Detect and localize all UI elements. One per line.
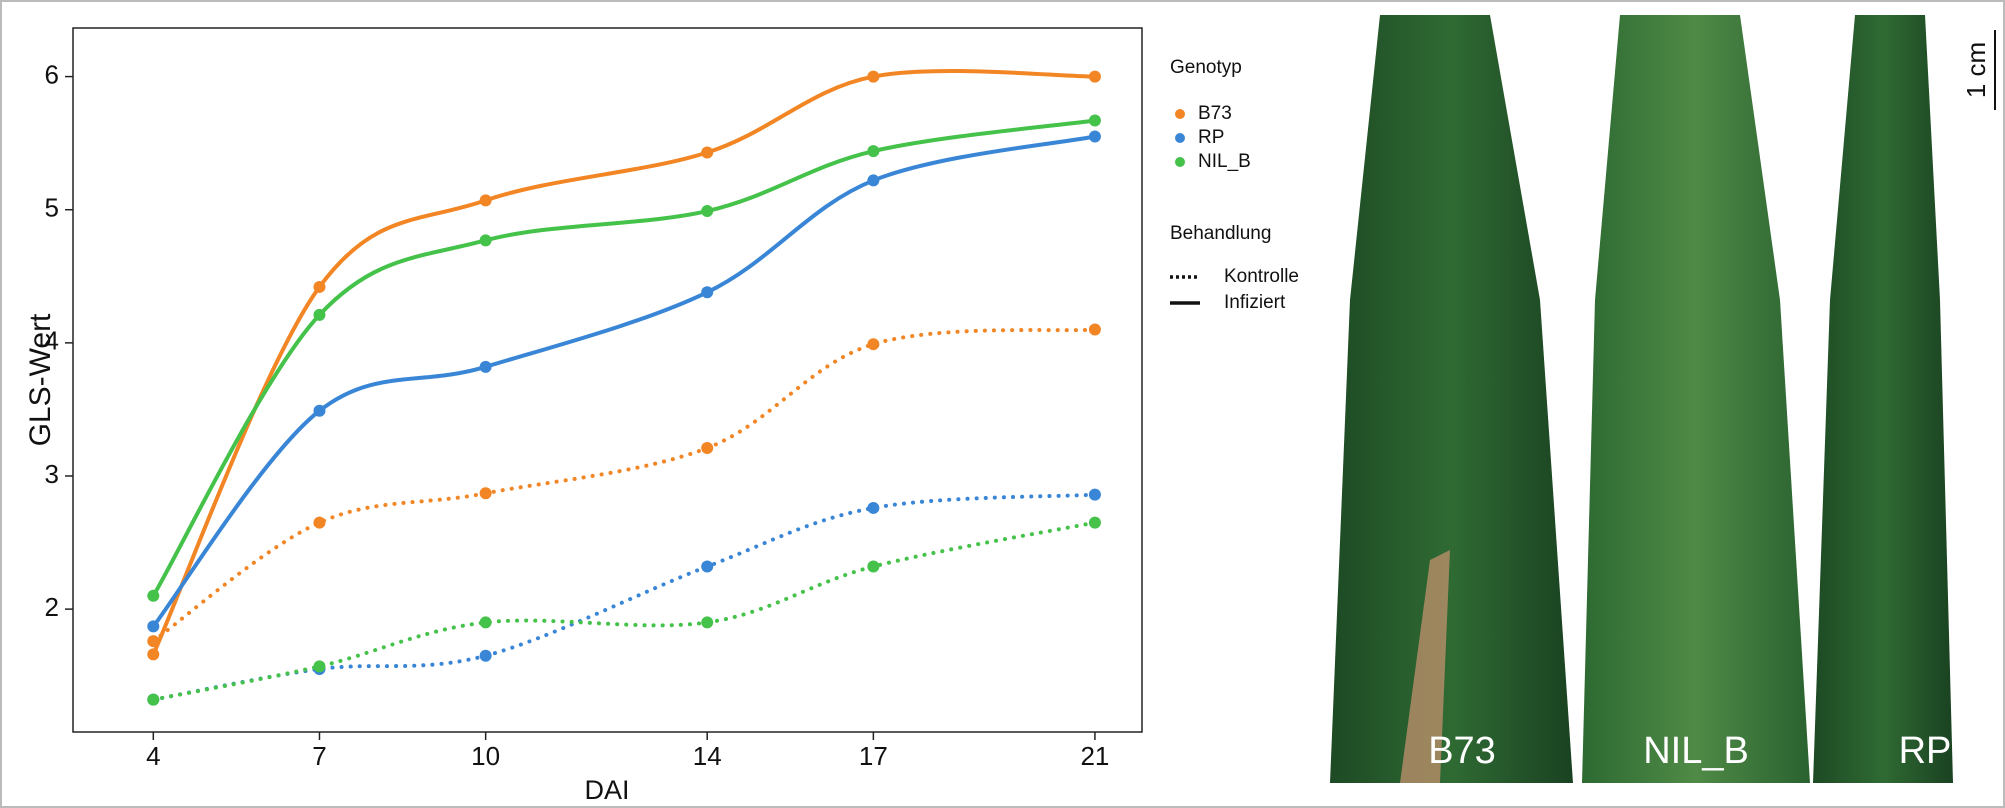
photo-label: RP xyxy=(1899,730,1952,772)
x-tick-label: 10 xyxy=(471,741,500,771)
data-point xyxy=(701,442,713,454)
data-point xyxy=(480,361,492,373)
data-point xyxy=(147,620,159,632)
data-point xyxy=(1089,71,1101,83)
data-point xyxy=(867,174,879,186)
data-point xyxy=(701,146,713,158)
data-point xyxy=(147,590,159,602)
legend-marker xyxy=(1175,109,1185,119)
data-point xyxy=(867,71,879,83)
data-point xyxy=(867,561,879,573)
scale-label: 1 cm xyxy=(1961,42,1991,98)
data-point xyxy=(701,561,713,573)
data-point xyxy=(313,405,325,417)
data-point xyxy=(313,309,325,321)
legend-label: NIL_B xyxy=(1198,151,1251,172)
legend-title: Behandlung xyxy=(1170,223,1271,244)
data-point xyxy=(313,660,325,672)
photo-label: B73 xyxy=(1428,730,1496,772)
data-point xyxy=(480,487,492,499)
figure: DAI GLS-Wert Genotyp Behandlung 1 cm B73… xyxy=(0,0,2005,808)
data-point xyxy=(147,648,159,660)
x-tick-label: 7 xyxy=(312,741,326,771)
y-tick-label: 5 xyxy=(45,193,59,223)
legend-label: B73 xyxy=(1198,103,1232,124)
y-tick-label: 3 xyxy=(45,459,59,489)
legend-marker xyxy=(1175,157,1185,167)
data-point xyxy=(147,694,159,706)
data-point xyxy=(480,234,492,246)
legend-label: RP xyxy=(1198,127,1224,148)
photo-label: NIL_B xyxy=(1643,730,1749,772)
x-tick-label: 4 xyxy=(146,741,160,771)
data-point xyxy=(480,616,492,628)
data-point xyxy=(1089,324,1101,336)
leaf xyxy=(1330,15,1573,783)
data-point xyxy=(701,286,713,298)
legend-title: Genotyp xyxy=(1170,57,1242,78)
x-tick-label: 21 xyxy=(1080,741,1109,771)
data-point xyxy=(313,281,325,293)
legend-label: Kontrolle xyxy=(1224,266,1299,287)
x-axis-label: DAI xyxy=(584,775,629,805)
data-point xyxy=(480,194,492,206)
data-point xyxy=(867,145,879,157)
y-tick-label: 6 xyxy=(45,59,59,89)
data-point xyxy=(1089,489,1101,501)
legend-label: Infiziert xyxy=(1224,292,1286,313)
y-tick-label: 4 xyxy=(45,326,59,356)
x-tick-label: 14 xyxy=(693,741,722,771)
data-point xyxy=(867,502,879,514)
leaf xyxy=(1813,15,1953,783)
data-point xyxy=(480,650,492,662)
data-point xyxy=(1089,131,1101,143)
data-point xyxy=(313,517,325,529)
data-point xyxy=(1089,115,1101,127)
photo: 1 cm B73 NIL_B RP xyxy=(1330,15,1995,783)
legend-marker xyxy=(1175,133,1185,143)
data-point xyxy=(1089,517,1101,529)
leaf xyxy=(1582,15,1810,783)
data-point xyxy=(147,635,159,647)
y-tick-label: 2 xyxy=(45,592,59,622)
data-point xyxy=(701,616,713,628)
data-point xyxy=(701,205,713,217)
x-tick-label: 17 xyxy=(859,741,888,771)
data-point xyxy=(867,338,879,350)
